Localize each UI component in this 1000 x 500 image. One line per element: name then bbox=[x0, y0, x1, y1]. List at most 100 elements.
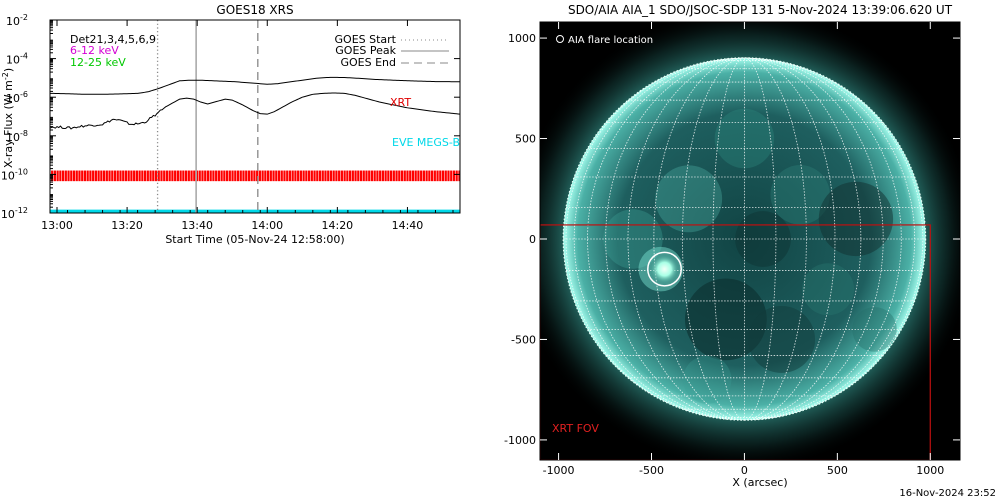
xrt-bar-54 bbox=[198, 170, 201, 182]
legend-6-12kev: 6-12 keV bbox=[70, 44, 119, 57]
xrt-bar-64 bbox=[225, 170, 229, 182]
y-tick-label-10: 10-10 bbox=[1, 167, 28, 182]
xrt-bar-60 bbox=[215, 170, 218, 182]
xrt-bar-10 bbox=[78, 170, 81, 182]
xrt-band-label: XRT bbox=[390, 96, 411, 109]
disk-region-0 bbox=[655, 165, 723, 233]
xrt-bar-42 bbox=[165, 170, 169, 182]
xrt-bar-27 bbox=[124, 170, 128, 182]
xrt-bar-122 bbox=[384, 170, 387, 182]
xrt-bar-142 bbox=[439, 170, 442, 182]
xrt-bar-33 bbox=[141, 170, 144, 182]
x-tick-label-13:20: 13:20 bbox=[111, 219, 143, 232]
flare-location-circle bbox=[647, 251, 682, 287]
xrt-bar-96 bbox=[313, 170, 316, 182]
grid-longitude-40 bbox=[744, 57, 862, 421]
xrt-bar-98 bbox=[318, 170, 322, 182]
xrt-bar-8 bbox=[72, 170, 76, 182]
xrt-bar-82 bbox=[275, 170, 278, 182]
grid-longitude--20 bbox=[682, 57, 745, 421]
xrt-bar-49 bbox=[184, 170, 188, 182]
xrt-bar-31 bbox=[135, 170, 138, 182]
xrt-bar-145 bbox=[447, 170, 450, 182]
xrt-bar-65 bbox=[228, 170, 231, 182]
xrt-bar-101 bbox=[327, 170, 330, 182]
xrt-bar-53 bbox=[195, 170, 199, 182]
xrt-bar-121 bbox=[381, 170, 384, 182]
aia-y-tick-label-500: 500 bbox=[515, 133, 536, 146]
event-legend: GOES Start GOES Peak GOES End bbox=[335, 33, 449, 69]
xrt-bar-58 bbox=[209, 170, 212, 182]
aia-y-tick-label-1000: 1000 bbox=[508, 32, 536, 45]
xrt-bar-20 bbox=[105, 170, 108, 182]
grid-longitude-70 bbox=[744, 57, 916, 421]
grid-longitude--80 bbox=[565, 57, 745, 421]
xrt-bar-2 bbox=[56, 170, 59, 182]
grid-longitude-80 bbox=[744, 57, 924, 421]
xrt-bar-117 bbox=[370, 170, 374, 182]
xrt-bar-113 bbox=[359, 170, 363, 182]
xrt-bar-50 bbox=[187, 170, 190, 182]
xrt-bar-52 bbox=[193, 170, 196, 182]
aia-title: SDO/AIA AIA_1 SDO/JSOC-SDP 131 5-Nov-202… bbox=[568, 3, 953, 17]
aia-x-tick-label-1000: 1000 bbox=[916, 464, 944, 477]
xrt-bar-36 bbox=[149, 170, 152, 182]
y-axis-ticks: 10-12 10-10 10-8 10-6 10-4 10-2 bbox=[1, 13, 460, 221]
xrt-bar-5 bbox=[64, 170, 67, 182]
xrt-bar-79 bbox=[266, 170, 270, 182]
xrt-bar-44 bbox=[171, 170, 174, 182]
xrt-bar-19 bbox=[102, 170, 106, 182]
xrt-bar-137 bbox=[425, 170, 428, 182]
xrt-bar-110 bbox=[351, 170, 354, 182]
xrt-bar-92 bbox=[302, 170, 305, 182]
aia-image-panel: SDO/AIA AIA_1 SDO/JSOC-SDP 131 5-Nov-202… bbox=[504, 3, 961, 489]
xrt-bar-143 bbox=[441, 170, 445, 182]
xrt-bar-4 bbox=[61, 170, 65, 182]
xrt-bar-116 bbox=[368, 170, 371, 182]
xrt-bar-3 bbox=[59, 170, 62, 182]
y-tick-label-12: 10-12 bbox=[1, 206, 28, 221]
xrt-bar-66 bbox=[231, 170, 234, 182]
detector-legend: Det21,3,4,5,6,9 6-12 keV 12-25 keV bbox=[70, 33, 156, 69]
flare-brightening bbox=[649, 254, 680, 285]
xrt-bar-15 bbox=[92, 170, 95, 182]
xrt-bar-90 bbox=[297, 170, 300, 182]
x-tick-label-14:20: 14:20 bbox=[321, 219, 353, 232]
x-axis-ticks: 13:00 13:20 13:40 14:00 14:20 14:40 bbox=[41, 20, 454, 232]
xrt-bar-14 bbox=[89, 170, 92, 182]
lightcurve-title: GOES18 XRS bbox=[216, 3, 293, 17]
aia-frame bbox=[539, 21, 961, 461]
xrt-bar-86 bbox=[286, 170, 289, 182]
event-lines bbox=[156, 20, 259, 213]
xrt-bar-104 bbox=[335, 170, 338, 182]
grid-longitude-60 bbox=[744, 57, 902, 421]
xrt-bar-9 bbox=[75, 170, 78, 182]
xrt-bar-48 bbox=[182, 170, 185, 182]
disk-region-5 bbox=[818, 181, 894, 257]
xrt-bar-148 bbox=[455, 170, 458, 182]
aia-x-tick-label-500: 500 bbox=[827, 464, 848, 477]
xrt-bar-111 bbox=[354, 170, 357, 182]
aia-y-ticks: 1000 500 0 -500 -1000 bbox=[504, 32, 960, 447]
xrt-bar-39 bbox=[157, 170, 160, 182]
xrt-bar-83 bbox=[277, 170, 281, 182]
xrt-bar-30 bbox=[133, 170, 136, 182]
xrt-bar-102 bbox=[329, 170, 333, 182]
xrt-bar-107 bbox=[343, 170, 346, 182]
xrt-bar-81 bbox=[272, 170, 275, 182]
grid-longitude-10 bbox=[744, 57, 777, 421]
xrt-bar-57 bbox=[206, 170, 210, 182]
disk-region-1 bbox=[770, 165, 830, 225]
xrt-bar-118 bbox=[373, 170, 376, 182]
legend-detectors: Det21,3,4,5,6,9 bbox=[70, 33, 156, 46]
y-tick-label-8: 10-8 bbox=[6, 129, 28, 144]
xrt-bar-89 bbox=[294, 170, 297, 182]
xrt-bar-71 bbox=[245, 170, 248, 182]
xrt-bar-125 bbox=[392, 170, 395, 182]
xrt-bar-72 bbox=[247, 170, 251, 182]
eve-band-label: EVE MEGS-B bbox=[392, 136, 460, 149]
xrt-bar-128 bbox=[400, 170, 404, 182]
xrt-bar-76 bbox=[258, 170, 261, 182]
y-tick-label-2: 10-2 bbox=[6, 13, 28, 28]
xrt-bar-119 bbox=[376, 170, 379, 182]
